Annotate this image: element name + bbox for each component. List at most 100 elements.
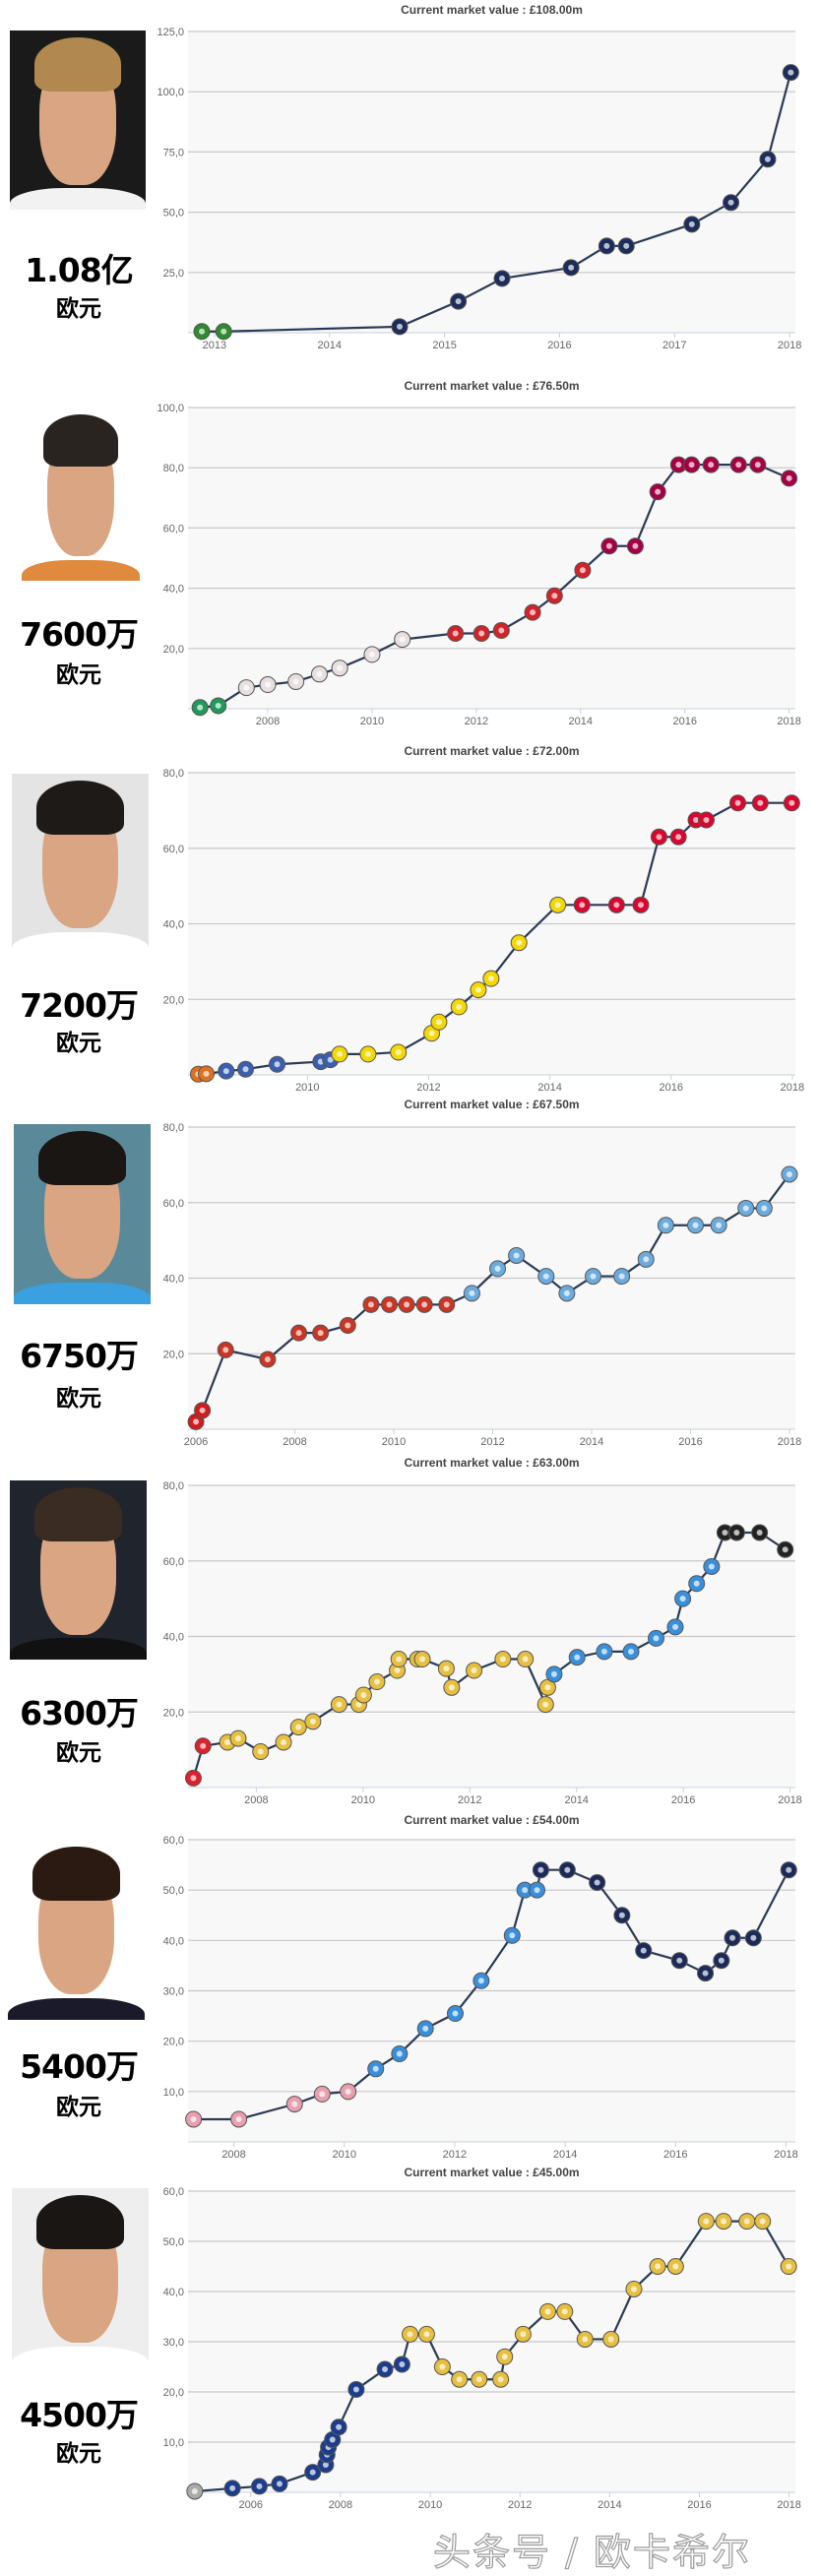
x-tick-label: 2018 (778, 1436, 801, 1448)
club-crest-icon (554, 902, 561, 909)
y-tick-label: 20,0 (163, 1707, 184, 1719)
club-crest-icon (716, 1222, 723, 1228)
x-tick-label: 2012 (443, 2149, 467, 2161)
club-crest-icon (733, 1529, 740, 1536)
club-crest-icon (513, 1252, 520, 1259)
club-crest-icon (317, 1330, 324, 1337)
currency-unit: 欧元 (56, 296, 101, 322)
club-crest-icon (428, 1030, 435, 1037)
club-crest-icon (509, 1932, 516, 1939)
x-tick-label: 2012 (458, 1794, 481, 1806)
club-crest-icon (191, 2487, 198, 2494)
club-crest-icon (582, 2336, 589, 2343)
club-crest-icon (487, 975, 494, 982)
club-crest-icon (498, 627, 505, 634)
x-tick-label: 2014 (553, 2149, 577, 2161)
plot-area (188, 31, 795, 333)
y-tick-label: 40,0 (163, 2287, 184, 2298)
chart-1: 25,0 50,0 75,0 100,0 125,0 2013 2014 2015 2016 20… (157, 27, 801, 351)
club-crest-icon (522, 1656, 529, 1663)
club-crest-icon (579, 567, 586, 574)
club-crest-icon (452, 2010, 459, 2017)
club-crest-icon (197, 704, 204, 711)
club-crest-icon (281, 1738, 287, 1745)
club-crest-icon (718, 1957, 724, 1964)
club-crest-icon (754, 462, 761, 469)
club-crest-icon (534, 1887, 540, 1894)
club-crest-icon (618, 1912, 625, 1918)
club-crest-icon (788, 799, 795, 806)
market-value-text: 5400万 (20, 2047, 139, 2086)
y-tick-label: 80,0 (163, 463, 184, 474)
market-value-text: 4500万 (20, 2396, 139, 2434)
club-crest-icon (224, 1738, 231, 1745)
club-crest-icon (455, 298, 462, 305)
currency-unit: 欧元 (56, 1386, 101, 1412)
club-crest-icon (345, 1322, 351, 1329)
club-crest-icon (788, 69, 794, 76)
chart-7: 10,0 20,0 30,0 40,0 50,0 60,0 2006 2008 2010 2012… (163, 2186, 801, 2511)
club-crest-icon (632, 542, 639, 549)
y-tick-label: 60,0 (163, 844, 184, 855)
club-crest-icon (756, 1529, 763, 1536)
club-crest-icon (675, 834, 682, 841)
value-line (202, 72, 792, 333)
club-crest-icon (372, 2065, 379, 2072)
watermark: 头条号 / 欧卡希尔 (432, 2530, 751, 2574)
club-crest-icon (316, 670, 323, 677)
club-crest-icon (368, 651, 375, 658)
club-crest-icon (336, 2423, 343, 2430)
chart-title: Current market value : £45.00m (404, 2166, 580, 2179)
club-crest-icon (360, 1691, 367, 1698)
chart-title: Current market value : £67.50m (404, 1098, 580, 1111)
club-crest-icon (220, 328, 227, 335)
club-crest-icon (679, 1596, 686, 1602)
y-tick-label: 30,0 (163, 2337, 184, 2349)
x-tick-label: 2014 (598, 2499, 621, 2511)
y-tick-label: 60,0 (163, 2186, 184, 2198)
x-tick-label: 2012 (465, 716, 488, 727)
club-crest-icon (355, 1701, 362, 1708)
club-crest-icon (499, 1656, 506, 1663)
club-crest-icon (727, 199, 734, 206)
club-crest-icon (322, 2461, 329, 2468)
y-tick-label: 20,0 (163, 2387, 184, 2399)
x-tick-label: 2008 (244, 1794, 268, 1806)
y-tick-label: 60,0 (163, 523, 184, 534)
chart-title: Current market value : £108.00m (401, 3, 583, 17)
club-crest-icon (478, 630, 485, 637)
club-crest-icon (729, 1934, 736, 1941)
y-tick-label: 20,0 (163, 2037, 184, 2048)
x-tick-label: 2010 (418, 2499, 442, 2511)
club-crest-icon (688, 220, 695, 227)
x-tick-label: 2008 (283, 1436, 306, 1448)
club-crest-icon (448, 1684, 455, 1691)
club-crest-icon (423, 2331, 430, 2338)
club-crest-icon (422, 2025, 429, 2032)
x-tick-label: 2018 (778, 340, 801, 351)
player-photo (22, 408, 140, 581)
market-value-text: 6750万 (20, 1337, 139, 1375)
club-crest-icon (522, 1887, 529, 1894)
club-crest-icon (743, 2218, 750, 2225)
club-crest-icon (404, 1301, 410, 1308)
x-tick-label: 2018 (774, 2149, 797, 2161)
club-crest-icon (702, 1970, 709, 1977)
club-crest-icon (672, 1623, 679, 1630)
x-tick-label: 2016 (671, 1794, 695, 1806)
club-crest-icon (750, 1934, 757, 1941)
x-tick-label: 2016 (687, 2499, 711, 2511)
chart-title: Current market value : £72.00m (404, 744, 580, 758)
club-crest-icon (190, 1775, 197, 1782)
club-crest-icon (537, 1866, 544, 1873)
club-crest-icon (761, 1205, 768, 1212)
club-crest-icon (452, 630, 459, 637)
club-crest-icon (386, 1301, 393, 1308)
club-crest-icon (229, 2484, 236, 2491)
club-crest-icon (722, 1529, 728, 1536)
y-tick-label: 60,0 (163, 1556, 184, 1568)
club-crest-icon (574, 1654, 581, 1661)
club-crest-icon (786, 1866, 792, 1873)
club-crest-icon (435, 1019, 442, 1026)
plot-area (188, 408, 795, 709)
